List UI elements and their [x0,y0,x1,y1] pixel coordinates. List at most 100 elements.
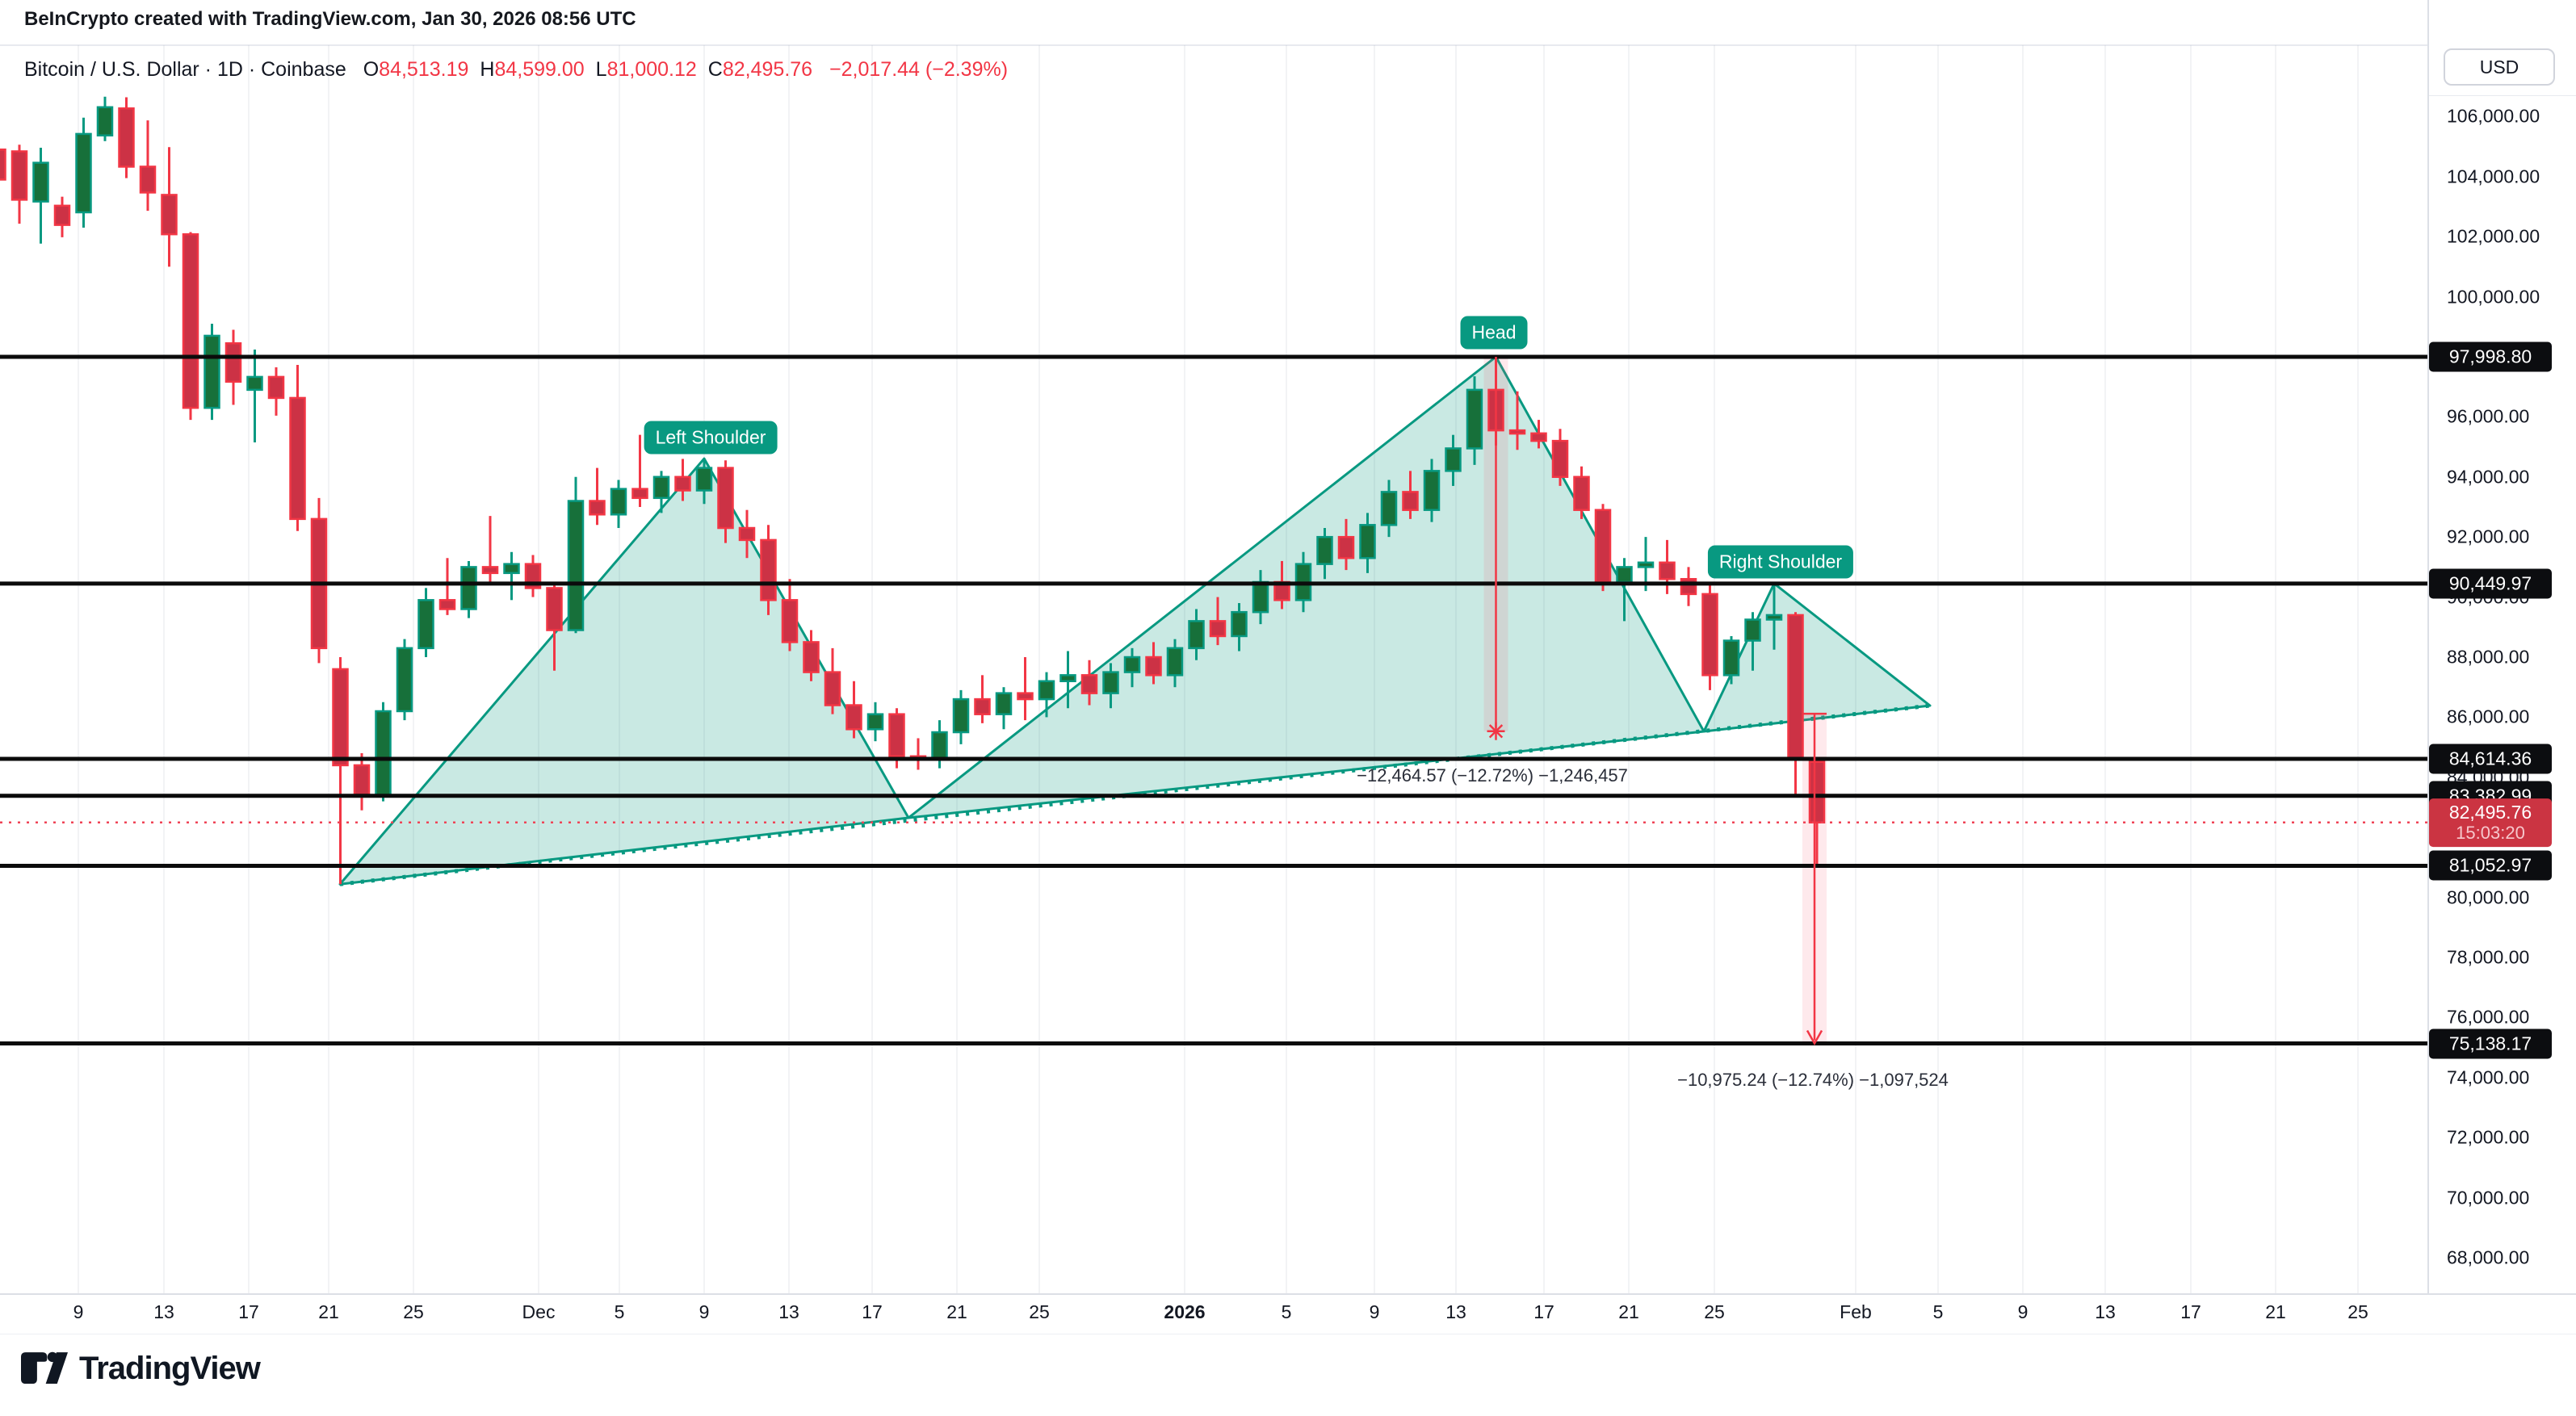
candle[interactable] [546,587,563,631]
price-chart[interactable] [0,0,2427,1416]
head-and-shoulders-triangle[interactable] [338,457,910,886]
candle[interactable] [1466,388,1483,450]
candle[interactable] [1380,491,1398,526]
candle[interactable] [1209,620,1227,638]
price-axis-panel[interactable] [2427,0,2576,1293]
candle[interactable] [674,475,691,492]
candle[interactable] [1808,760,1826,824]
current-price-label[interactable]: 82,495.76 15:03:20 [2429,798,2552,847]
candle[interactable] [267,375,285,400]
candle[interactable] [1530,432,1547,442]
candle[interactable] [1659,561,1676,580]
candle[interactable] [803,641,820,673]
level-price-label[interactable]: 75,138.17 [2429,1028,2552,1058]
candle[interactable] [1252,580,1269,614]
pattern-label-badge[interactable]: Right Shoulder [1707,545,1854,579]
candle[interactable] [396,647,413,713]
candle[interactable] [652,475,670,500]
tradingview-logo: TradingView [21,1348,261,1389]
candle[interactable] [32,161,49,203]
candle[interactable] [738,526,756,542]
candle[interactable] [1059,674,1076,683]
candle[interactable] [824,671,841,706]
level-price-label[interactable]: 81,052.97 [2429,850,2552,881]
candle[interactable] [1080,674,1098,694]
candle[interactable] [888,713,905,758]
candle[interactable] [224,341,242,383]
candle[interactable] [695,467,713,492]
candle[interactable] [1145,656,1162,677]
candle[interactable] [182,233,199,409]
candle[interactable] [1337,535,1355,559]
pattern-label-badge[interactable]: Left Shoulder [644,421,778,455]
candle[interactable] [610,488,627,516]
candle[interactable] [1231,610,1248,638]
candle[interactable] [375,710,392,797]
candle[interactable] [631,488,648,500]
candle[interactable] [353,764,371,797]
candle[interactable] [1765,614,1783,621]
candle[interactable] [10,150,28,201]
candle[interactable] [1402,491,1419,511]
candle[interactable] [995,692,1013,715]
candle[interactable] [417,599,434,650]
time-tick-label: 13 [153,1301,174,1322]
candle[interactable] [567,500,585,631]
candle[interactable] [503,563,520,575]
candle[interactable] [1722,639,1740,677]
level-price-label[interactable]: 90,449.97 [2429,568,2552,599]
candle[interactable] [1123,656,1141,673]
candle[interactable] [717,467,734,530]
candle[interactable] [1701,593,1718,677]
level-price-label[interactable]: 84,614.36 [2429,744,2552,774]
candle[interactable] [931,731,948,760]
candle[interactable] [1637,561,1655,568]
candle[interactable] [75,132,92,214]
candle[interactable] [1551,439,1569,479]
tradingview-logo-icon [21,1351,68,1385]
candle[interactable] [1573,475,1590,511]
candle[interactable] [0,148,6,181]
candle[interactable] [1744,618,1761,642]
candle[interactable] [1508,429,1526,435]
candle[interactable] [781,599,799,643]
pattern-label-badge[interactable]: Head [1460,316,1528,350]
symbol-legend[interactable]: Bitcoin / U.S. Dollar · 1D · Coinbase O8… [24,58,1008,82]
candle[interactable] [118,107,135,168]
candle[interactable] [1594,509,1612,584]
candle[interactable] [1188,620,1205,650]
candle[interactable] [332,668,349,767]
candle[interactable] [1423,470,1441,511]
price-tick-label: 76,000.00 [2447,1006,2530,1028]
currency-toggle-button[interactable]: USD [2444,48,2555,86]
candle[interactable] [1359,524,1376,559]
candle[interactable] [1102,671,1119,694]
candle[interactable] [289,396,306,521]
level-price-label[interactable]: 97,998.80 [2429,341,2552,372]
price-tick-label: 74,000.00 [2447,1066,2530,1088]
candle[interactable] [952,698,970,734]
candle[interactable] [460,566,477,610]
candle[interactable] [866,713,884,731]
candle[interactable] [96,106,114,137]
candle[interactable] [481,566,499,575]
candle[interactable] [1616,566,1633,584]
candle[interactable] [161,194,178,236]
candle[interactable] [1316,535,1333,565]
candle[interactable] [203,334,220,409]
candle[interactable] [53,204,71,226]
candle[interactable] [1166,647,1184,677]
candle[interactable] [974,698,991,715]
candle[interactable] [1445,447,1462,472]
candle[interactable] [760,538,777,601]
candle[interactable] [1017,692,1034,701]
candle[interactable] [139,165,157,194]
candle[interactable] [845,704,862,731]
candle[interactable] [589,500,606,516]
bar-countdown: 15:03:20 [2456,823,2525,844]
candle[interactable] [1038,680,1055,701]
candle[interactable] [1787,614,1804,760]
candle[interactable] [246,375,263,392]
candle[interactable] [438,599,456,610]
candle[interactable] [1680,578,1697,596]
